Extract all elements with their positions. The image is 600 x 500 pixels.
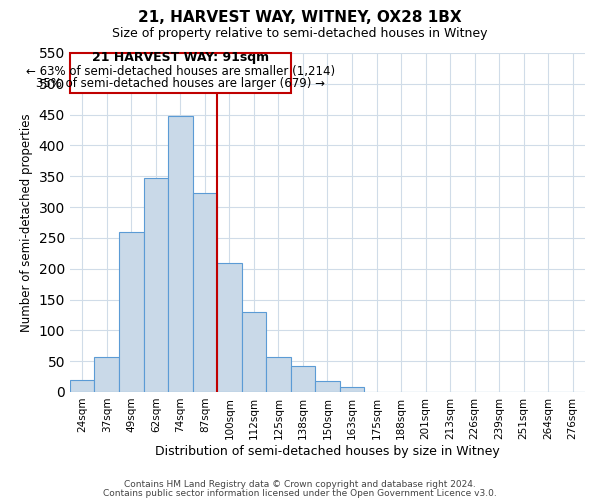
Text: Contains HM Land Registry data © Crown copyright and database right 2024.: Contains HM Land Registry data © Crown c… [124,480,476,489]
Bar [266,358,290,392]
Bar [143,178,168,392]
Bar [315,381,340,392]
Text: 21 HARVEST WAY: 91sqm: 21 HARVEST WAY: 91sqm [92,51,269,64]
Text: 21, HARVEST WAY, WITNEY, OX28 1BX: 21, HARVEST WAY, WITNEY, OX28 1BX [138,10,462,25]
Text: ← 63% of semi-detached houses are smaller (1,214): ← 63% of semi-detached houses are smalle… [26,65,335,78]
Text: Contains public sector information licensed under the Open Government Licence v3: Contains public sector information licen… [103,488,497,498]
Text: Size of property relative to semi-detached houses in Witney: Size of property relative to semi-detach… [112,28,488,40]
X-axis label: Distribution of semi-detached houses by size in Witney: Distribution of semi-detached houses by … [155,444,500,458]
Bar [70,380,94,392]
Text: 35% of semi-detached houses are larger (679) →: 35% of semi-detached houses are larger (… [36,78,325,90]
Bar [290,366,315,392]
Bar [94,357,119,392]
Bar [242,312,266,392]
Bar [168,116,193,392]
Y-axis label: Number of semi-detached properties: Number of semi-detached properties [20,113,33,332]
Bar [340,387,364,392]
Bar [217,263,242,392]
Bar [193,193,217,392]
Bar [70,53,290,93]
Bar [119,232,143,392]
